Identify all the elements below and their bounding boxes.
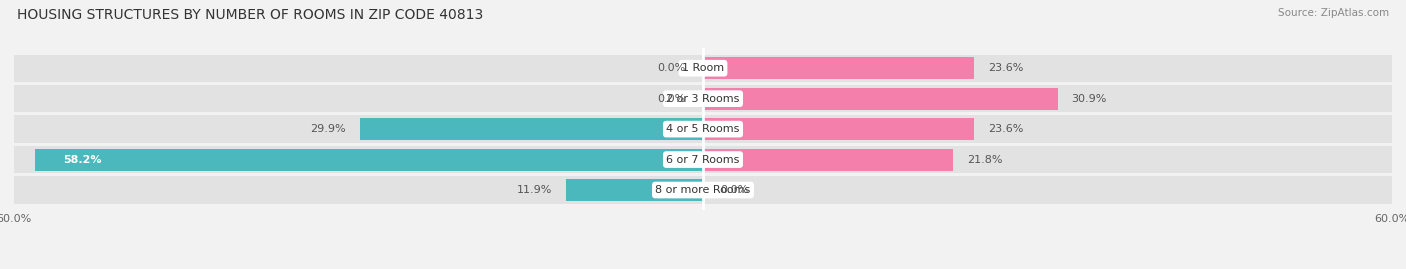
Text: 23.6%: 23.6% (988, 124, 1024, 134)
Bar (703, 85, 1392, 112)
Bar (14, 85, 703, 112)
Text: 4 or 5 Rooms: 4 or 5 Rooms (666, 124, 740, 134)
Bar (703, 88, 1057, 110)
Bar (703, 146, 1392, 173)
Bar (567, 179, 703, 201)
Text: 29.9%: 29.9% (311, 124, 346, 134)
Bar (35, 148, 703, 171)
Bar (703, 148, 953, 171)
Bar (14, 115, 703, 143)
Bar (703, 55, 1392, 82)
Text: 8 or more Rooms: 8 or more Rooms (655, 185, 751, 195)
Text: 1 Room: 1 Room (682, 63, 724, 73)
Text: 6 or 7 Rooms: 6 or 7 Rooms (666, 155, 740, 165)
Text: 30.9%: 30.9% (1071, 94, 1107, 104)
Bar (14, 146, 703, 173)
Bar (14, 55, 703, 82)
Text: 0.0%: 0.0% (720, 185, 748, 195)
Text: 23.6%: 23.6% (988, 63, 1024, 73)
Text: 58.2%: 58.2% (63, 155, 101, 165)
Bar (703, 176, 1392, 204)
Bar (14, 176, 703, 204)
Bar (703, 118, 974, 140)
Text: 11.9%: 11.9% (517, 185, 553, 195)
Text: Source: ZipAtlas.com: Source: ZipAtlas.com (1278, 8, 1389, 18)
Bar (360, 118, 703, 140)
Text: 2 or 3 Rooms: 2 or 3 Rooms (666, 94, 740, 104)
Text: 21.8%: 21.8% (967, 155, 1002, 165)
Text: 0.0%: 0.0% (658, 63, 686, 73)
Bar (703, 57, 974, 79)
Bar (703, 115, 1392, 143)
Text: HOUSING STRUCTURES BY NUMBER OF ROOMS IN ZIP CODE 40813: HOUSING STRUCTURES BY NUMBER OF ROOMS IN… (17, 8, 484, 22)
Text: 0.0%: 0.0% (658, 94, 686, 104)
